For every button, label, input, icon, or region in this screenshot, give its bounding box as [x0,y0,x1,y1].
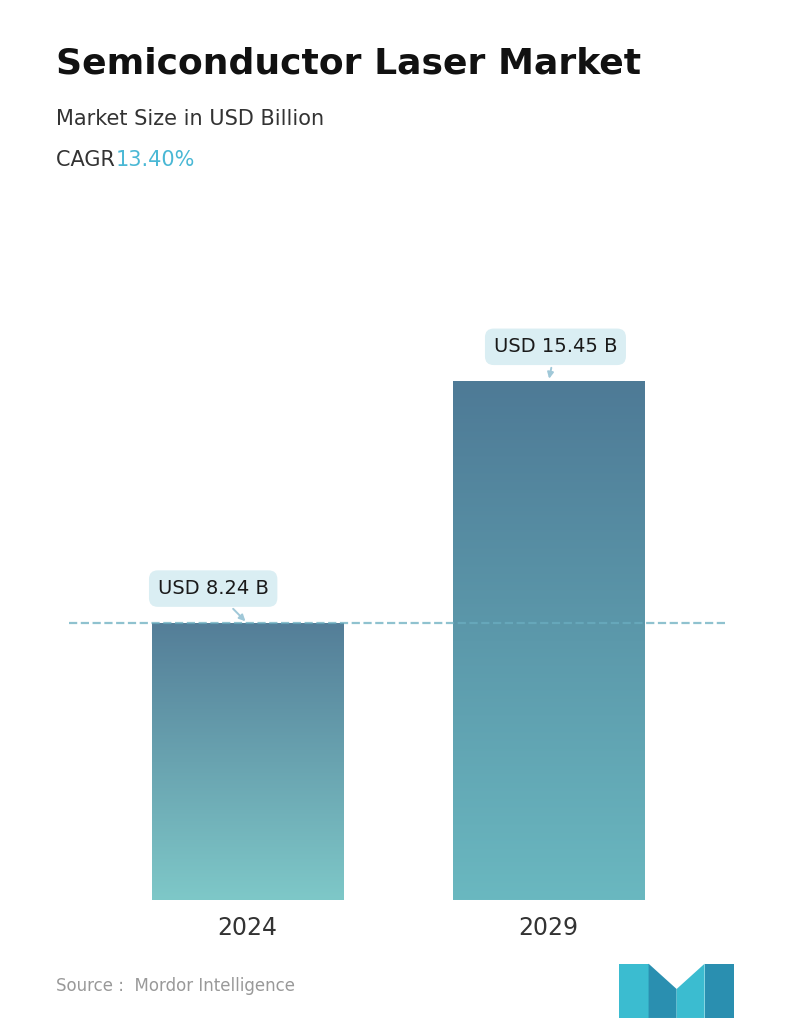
Text: Market Size in USD Billion: Market Size in USD Billion [56,109,324,128]
Text: Semiconductor Laser Market: Semiconductor Laser Market [56,47,641,81]
Polygon shape [704,964,734,1017]
Polygon shape [649,964,677,1017]
Text: Source :  Mordor Intelligence: Source : Mordor Intelligence [56,977,295,995]
Text: CAGR: CAGR [56,150,128,170]
Polygon shape [677,964,704,1017]
Text: 13.40%: 13.40% [115,150,195,170]
Text: USD 15.45 B: USD 15.45 B [494,337,617,376]
Text: USD 8.24 B: USD 8.24 B [158,579,268,619]
Polygon shape [619,964,649,1017]
